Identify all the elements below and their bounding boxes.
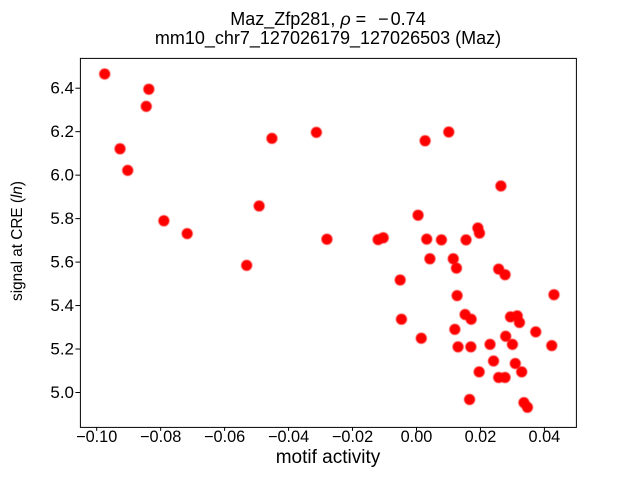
- svg-text:5.8: 5.8: [50, 209, 74, 228]
- svg-text:Maz_Zfp281, ρ = −0.74: Maz_Zfp281, ρ = −0.74: [230, 9, 425, 30]
- svg-text:5.2: 5.2: [50, 339, 74, 358]
- svg-text:6.0: 6.0: [50, 165, 74, 184]
- svg-text:−0.02: −0.02: [332, 428, 373, 446]
- svg-text:0.04: 0.04: [529, 428, 561, 446]
- svg-text:signal at CRE (ln): signal at CRE (ln): [9, 181, 26, 301]
- svg-text:6.2: 6.2: [50, 122, 74, 141]
- svg-text:0.00: 0.00: [401, 428, 433, 446]
- svg-text:motif activity: motif activity: [276, 447, 381, 468]
- svg-text:−0.10: −0.10: [76, 428, 117, 446]
- svg-text:−0.06: −0.06: [204, 428, 245, 446]
- svg-text:0.02: 0.02: [465, 428, 497, 446]
- svg-text:6.4: 6.4: [50, 79, 74, 98]
- svg-text:5.6: 5.6: [50, 252, 74, 271]
- svg-text:−0.08: −0.08: [140, 428, 181, 446]
- svg-text:5.4: 5.4: [50, 296, 74, 315]
- svg-text:5.0: 5.0: [50, 383, 74, 402]
- svg-text:mm10_chr7_127026179_127026503: mm10_chr7_127026179_127026503 (Maz): [155, 28, 501, 49]
- svg-text:−0.04: −0.04: [268, 428, 309, 446]
